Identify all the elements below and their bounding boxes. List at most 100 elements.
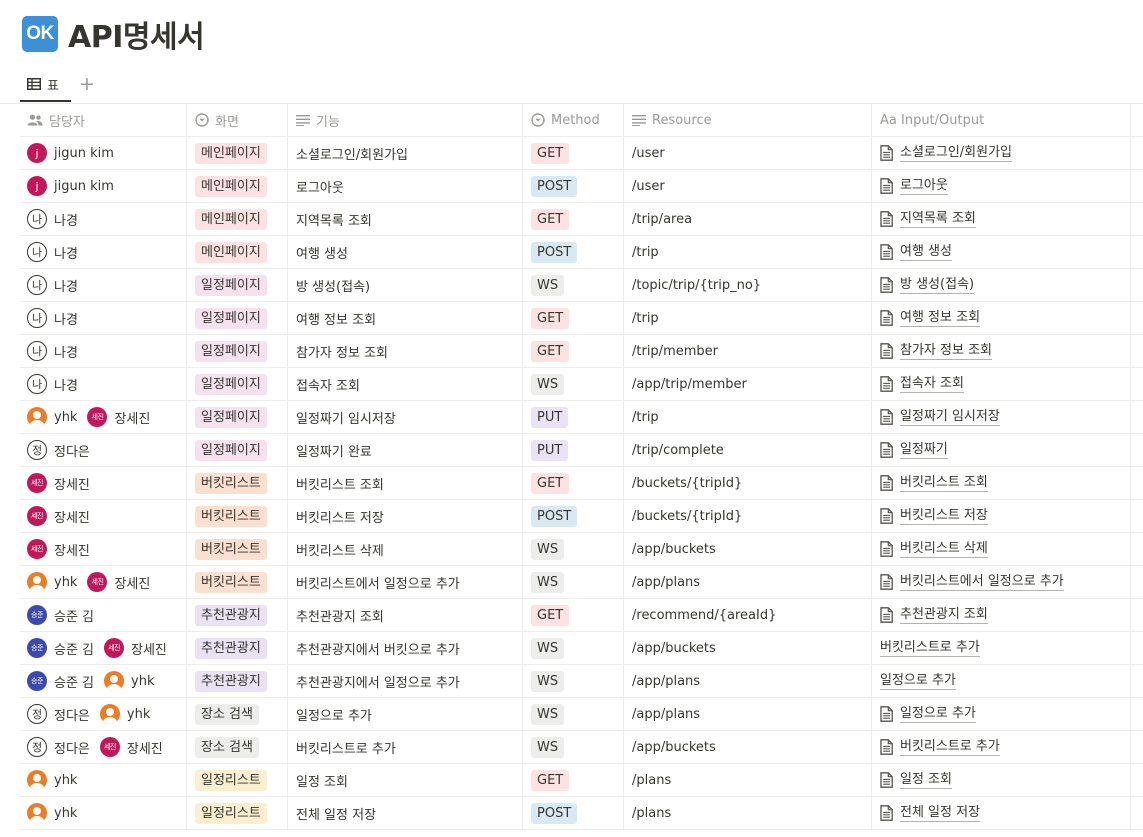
person-chip[interactable]: 나 나경 bbox=[27, 275, 78, 295]
page-icon[interactable]: OK bbox=[22, 16, 58, 52]
table-row[interactable]: 세진 장세진 버킷리스트 버킷리스트 저장 POST/buckets/{tripId} 버… bbox=[20, 500, 1143, 533]
feature-cell[interactable]: 전체 일정 저장 bbox=[288, 797, 523, 829]
person-chip[interactable]: 정 정다은 bbox=[27, 737, 90, 757]
feature-cell[interactable]: 여행 정보 조회 bbox=[288, 302, 523, 334]
screen-cell[interactable]: 메인페이지 bbox=[187, 236, 288, 268]
screen-cell[interactable]: 일정페이지 bbox=[187, 269, 288, 301]
method-cell[interactable]: WS bbox=[523, 269, 624, 301]
feature-cell[interactable]: 일정으로 추가 bbox=[288, 698, 523, 730]
person-chip[interactable]: 나 나경 bbox=[27, 242, 78, 262]
assignee-cell[interactable]: 나 나경 bbox=[20, 335, 187, 367]
feature-cell[interactable]: 버킷리스트 저장 bbox=[288, 500, 523, 532]
assignee-cell[interactable]: 나 나경 bbox=[20, 302, 187, 334]
person-chip[interactable]: j jigun kim bbox=[27, 143, 114, 163]
person-chip[interactable]: 세진 장세진 bbox=[104, 638, 167, 658]
method-cell[interactable]: WS bbox=[523, 731, 624, 763]
assignee-cell[interactable]: 정 정다은 yhk bbox=[20, 698, 187, 730]
person-chip[interactable]: 세진 장세진 bbox=[27, 473, 90, 493]
io-cell[interactable]: 일정으로 추가 bbox=[872, 665, 1131, 697]
feature-cell[interactable]: 방 생성(접속) bbox=[288, 269, 523, 301]
feature-cell[interactable]: 일정짜기 완료 bbox=[288, 434, 523, 466]
method-cell[interactable]: GET bbox=[523, 599, 624, 631]
io-page-link[interactable]: 추천관광지 조회 bbox=[880, 606, 988, 624]
io-page-link[interactable]: 여행 정보 조회 bbox=[880, 309, 981, 327]
person-chip[interactable]: 세진 장세진 bbox=[27, 506, 90, 526]
io-page-link[interactable]: 로그아웃 bbox=[880, 177, 948, 195]
person-chip[interactable]: 정 정다은 bbox=[27, 704, 90, 724]
person-chip[interactable]: 정 정다은 bbox=[27, 440, 90, 460]
screen-cell[interactable]: 일정리스트 bbox=[187, 764, 288, 796]
person-chip[interactable]: 승준 승준 김 bbox=[27, 671, 94, 691]
assignee-cell[interactable]: 승준 승준 김 세진 장세진 bbox=[20, 632, 187, 664]
table-row[interactable]: 나 나경 일정페이지 여행 정보 조회 GET/trip 여행 정보 조회 bbox=[20, 302, 1143, 335]
resource-cell[interactable]: /app/trip/member bbox=[624, 368, 872, 400]
person-chip[interactable]: yhk bbox=[27, 770, 77, 790]
io-page-link[interactable]: 일정으로 추가 bbox=[880, 672, 956, 690]
table-row[interactable]: 정 정다은 세진 장세진 장소 검색 버킷리스트로 추가 WS/app/buckets 버킷리… bbox=[20, 731, 1143, 764]
table-row[interactable]: 승준 승준 김 추천관광지 추천관광지 조회 GET/recommend/{areaId… bbox=[20, 599, 1143, 632]
table-row[interactable]: 정 정다은 일정페이지 일정짜기 완료 PUT/trip/complete 일정짜기 bbox=[20, 434, 1143, 467]
person-chip[interactable]: 나 나경 bbox=[27, 341, 78, 361]
resource-cell[interactable]: /buckets/{tripId} bbox=[624, 467, 872, 499]
resource-cell[interactable]: /app/plans bbox=[624, 566, 872, 598]
method-cell[interactable]: WS bbox=[523, 698, 624, 730]
assignee-cell[interactable]: 나 나경 bbox=[20, 203, 187, 235]
feature-cell[interactable]: 여행 생성 bbox=[288, 236, 523, 268]
io-page-link[interactable]: 일정짜기 bbox=[880, 441, 948, 459]
person-chip[interactable]: 승준 승준 김 bbox=[27, 605, 94, 625]
feature-cell[interactable]: 로그아웃 bbox=[288, 170, 523, 202]
feature-cell[interactable]: 버킷리스트 조회 bbox=[288, 467, 523, 499]
assignee-cell[interactable]: yhk bbox=[20, 797, 187, 829]
assignee-cell[interactable]: 나 나경 bbox=[20, 236, 187, 268]
resource-cell[interactable]: /buckets/{tripId} bbox=[624, 500, 872, 532]
io-page-link[interactable]: 버킷리스트로 추가 bbox=[880, 639, 980, 657]
method-cell[interactable]: POST bbox=[523, 170, 624, 202]
method-cell[interactable]: GET bbox=[523, 302, 624, 334]
table-row[interactable]: yhk 세진 장세진 일정페이지 일정짜기 임시저장 PUT/trip 일정짜기 임시저장 bbox=[20, 401, 1143, 434]
resource-cell[interactable]: /topic/trip/{trip_no} bbox=[624, 269, 872, 301]
io-cell[interactable]: 여행 정보 조회 bbox=[872, 302, 1131, 334]
person-chip[interactable]: 세진 장세진 bbox=[27, 539, 90, 559]
screen-cell[interactable]: 일정페이지 bbox=[187, 434, 288, 466]
resource-cell[interactable]: /app/buckets bbox=[624, 731, 872, 763]
io-cell[interactable]: 일정 조회 bbox=[872, 764, 1131, 796]
screen-cell[interactable]: 일정페이지 bbox=[187, 335, 288, 367]
method-cell[interactable]: GET bbox=[523, 335, 624, 367]
table-row[interactable]: 나 나경 일정페이지 참가자 정보 조회 GET/trip/member 참가자 정보 조… bbox=[20, 335, 1143, 368]
column-header-screen[interactable]: 화면 bbox=[187, 104, 288, 136]
person-chip[interactable]: 세진 장세진 bbox=[87, 572, 150, 592]
screen-cell[interactable]: 버킷리스트 bbox=[187, 533, 288, 565]
person-chip[interactable]: 나 나경 bbox=[27, 308, 78, 328]
feature-cell[interactable]: 버킷리스트 삭제 bbox=[288, 533, 523, 565]
assignee-cell[interactable]: 나 나경 bbox=[20, 269, 187, 301]
io-cell[interactable]: 버킷리스트 저장 bbox=[872, 500, 1131, 532]
io-cell[interactable]: 소셜로그인/회원가입 bbox=[872, 137, 1131, 169]
feature-cell[interactable]: 버킷리스트로 추가 bbox=[288, 731, 523, 763]
resource-cell[interactable]: /app/buckets bbox=[624, 632, 872, 664]
io-page-link[interactable]: 버킷리스트 저장 bbox=[880, 507, 988, 525]
add-view-button[interactable]: + bbox=[79, 73, 95, 95]
assignee-cell[interactable]: 승준 승준 김 yhk bbox=[20, 665, 187, 697]
resource-cell[interactable]: /trip/complete bbox=[624, 434, 872, 466]
resource-cell[interactable]: /trip bbox=[624, 236, 872, 268]
table-row[interactable]: 나 나경 일정페이지 접속자 조회 WS/app/trip/member 접속자 조회 bbox=[20, 368, 1143, 401]
screen-cell[interactable]: 일정페이지 bbox=[187, 368, 288, 400]
io-page-link[interactable]: 소셜로그인/회원가입 bbox=[880, 144, 1013, 162]
resource-cell[interactable]: /app/plans bbox=[624, 698, 872, 730]
method-cell[interactable]: POST bbox=[523, 236, 624, 268]
method-cell[interactable]: PUT bbox=[523, 401, 624, 433]
resource-cell[interactable]: /app/buckets bbox=[624, 533, 872, 565]
column-header-input-output[interactable]: Aa Input/Output bbox=[872, 104, 1131, 136]
tab-table-view[interactable]: 표 bbox=[20, 68, 71, 102]
table-row[interactable]: 나 나경 메인페이지 지역목록 조회 GET/trip/area 지역목록 조회 bbox=[20, 203, 1143, 236]
io-page-link[interactable]: 일정 조회 bbox=[880, 771, 952, 789]
screen-cell[interactable]: 추천관광지 bbox=[187, 665, 288, 697]
method-cell[interactable]: POST bbox=[523, 797, 624, 829]
assignee-cell[interactable]: j jigun kim bbox=[20, 170, 187, 202]
assignee-cell[interactable]: 나 나경 bbox=[20, 368, 187, 400]
screen-cell[interactable]: 일정리스트 bbox=[187, 797, 288, 829]
method-cell[interactable]: WS bbox=[523, 533, 624, 565]
io-cell[interactable]: 지역목록 조회 bbox=[872, 203, 1131, 235]
column-header-assignee[interactable]: 담당자 bbox=[20, 104, 187, 136]
resource-cell[interactable]: /user bbox=[624, 170, 872, 202]
